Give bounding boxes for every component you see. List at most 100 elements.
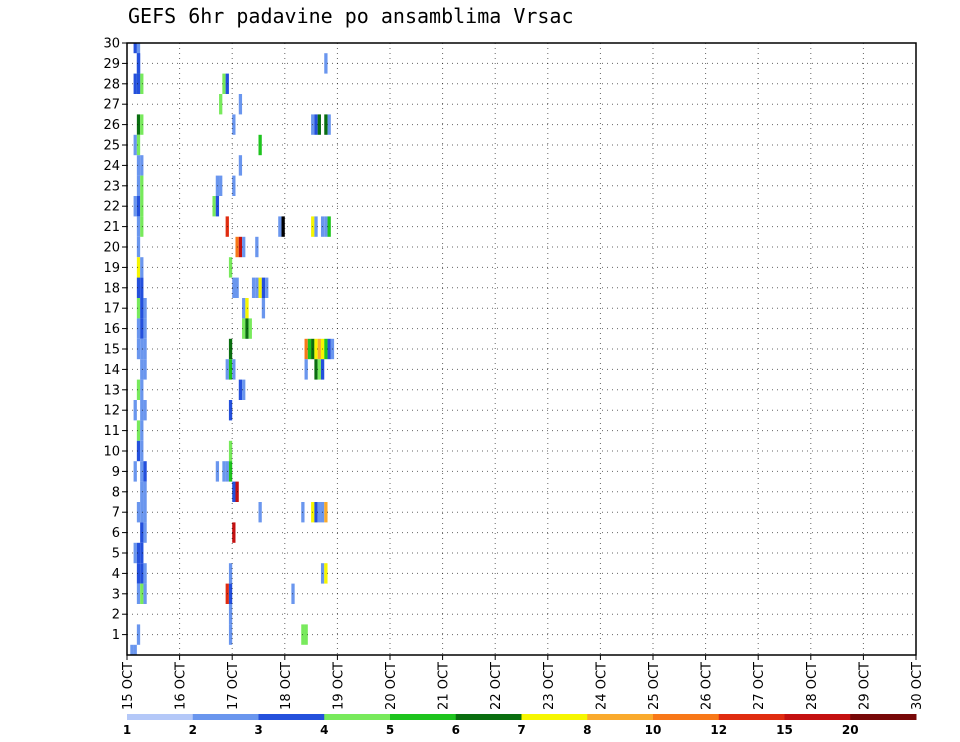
- heatmap-cell: [143, 502, 147, 523]
- colorbar-label: 10: [645, 723, 662, 737]
- heatmap-cell: [228, 359, 233, 380]
- heatmap-cell: [314, 114, 318, 135]
- heatmap-cell: [136, 277, 141, 298]
- heatmap-cell: [140, 461, 144, 482]
- heatmap-cell: [304, 624, 308, 645]
- heatmap-cell: [324, 502, 328, 523]
- heatmap-cell: [324, 53, 328, 74]
- x-tick-label: 18 OCT: [279, 662, 294, 710]
- x-tick-label: 25 OCT: [647, 662, 662, 710]
- heatmap-cell: [136, 236, 141, 258]
- heatmap-cell: [228, 257, 233, 278]
- heatmap-cell: [232, 114, 236, 135]
- heatmap-cell: [232, 277, 236, 298]
- colorbar-swatch: [850, 714, 917, 720]
- y-tick-label: 3: [112, 587, 120, 602]
- x-tick-label: 21 OCT: [437, 662, 452, 710]
- heatmap-cell: [317, 502, 321, 523]
- heatmap-cell: [140, 155, 144, 176]
- heatmap-cell: [242, 318, 246, 339]
- colorbar-label: 20: [842, 723, 859, 737]
- heatmap-cell: [136, 502, 141, 523]
- y-tick-label: 26: [103, 118, 120, 133]
- heatmap-cell: [140, 114, 144, 135]
- heatmap-cell: [136, 298, 141, 319]
- colorbar-swatch: [258, 714, 325, 720]
- heatmap-cell: [265, 277, 269, 298]
- heatmap-cell: [130, 644, 134, 655]
- colorbar-label: 6: [452, 723, 460, 737]
- y-tick-label: 2: [112, 608, 120, 623]
- colorbar-swatch: [192, 714, 259, 720]
- heatmap-cell: [140, 502, 144, 523]
- heatmap-cell: [327, 338, 331, 360]
- x-axis-ticks: 15 OCT 16 OCT 17 OCT 18 OCT 19 OCT 20 OCT 21 O…: [121, 655, 925, 710]
- heatmap-cell: [255, 236, 259, 258]
- heatmap-cell: [140, 400, 144, 421]
- y-tick-label: 20: [103, 241, 120, 256]
- y-tick-label: 8: [112, 485, 120, 500]
- heatmap-cell: [140, 73, 144, 94]
- heatmap-cell: [242, 379, 246, 400]
- colorbar-label: 12: [710, 723, 727, 737]
- y-tick-label: 12: [103, 404, 120, 419]
- heatmap-cell: [140, 583, 144, 604]
- colorbar-label: 15: [776, 723, 793, 737]
- heatmap-cell: [136, 175, 141, 196]
- heatmap-cell: [304, 338, 308, 360]
- y-tick-label: 16: [103, 322, 120, 337]
- heatmap-cell: [314, 359, 318, 380]
- x-tick-label: 16 OCT: [174, 662, 189, 710]
- heatmap-cell: [261, 298, 266, 319]
- heatmap-cell: [248, 318, 252, 339]
- y-tick-label: 6: [112, 526, 120, 541]
- heatmap-cell: [143, 298, 147, 319]
- y-tick-label: 1: [112, 628, 120, 643]
- y-tick-label: 19: [103, 261, 120, 276]
- heatmap-cell: [136, 155, 141, 176]
- heatmap-cell: [232, 175, 236, 196]
- heatmap-cell: [136, 216, 141, 237]
- y-tick-label: 28: [103, 77, 120, 92]
- y-tick-label: 18: [103, 281, 120, 296]
- heatmap-cell: [232, 522, 236, 543]
- colorbar-label: 8: [583, 723, 591, 737]
- colorbar-swatch: [521, 714, 588, 720]
- heatmap-cell: [324, 114, 328, 135]
- x-tick-label: 24 OCT: [594, 662, 609, 710]
- y-tick-label: 29: [103, 57, 120, 72]
- heatmap-cell: [317, 114, 321, 135]
- heatmap-cell: [136, 257, 141, 278]
- heatmap-cell: [228, 563, 233, 584]
- heatmap-cell: [133, 461, 137, 482]
- y-axis-ticks: 1234567891011121314151617181920212223242…: [103, 37, 127, 643]
- heatmap-cell: [133, 644, 137, 655]
- x-tick-label: 29 OCT: [857, 662, 872, 710]
- heatmap-cell: [327, 114, 331, 135]
- heatmap-cell: [140, 175, 144, 196]
- colorbar-swatch: [127, 714, 194, 720]
- colorbar-swatch: [455, 714, 522, 720]
- x-tick-label: 22 OCT: [489, 662, 504, 710]
- heatmap-cell: [136, 318, 141, 339]
- heatmap-cell: [143, 400, 147, 421]
- heatmap-cell: [228, 440, 233, 462]
- y-tick-label: 15: [103, 343, 120, 358]
- heatmap-cell: [140, 196, 144, 217]
- heatmap-cell: [278, 216, 282, 237]
- heatmap-cell: [136, 624, 141, 645]
- x-tick-label: 28 OCT: [805, 662, 820, 710]
- heatmap-cell: [133, 542, 137, 564]
- heatmap-cell: [133, 43, 137, 54]
- heatmap-cell: [327, 216, 331, 237]
- heatmap-cell: [143, 583, 147, 604]
- colorbar-swatch: [653, 714, 720, 720]
- heatmap-cell: [314, 338, 318, 360]
- heatmap-cell: [219, 175, 223, 196]
- y-tick-label: 23: [103, 179, 120, 194]
- heatmap-cell: [245, 318, 249, 339]
- heatmap-cell: [261, 277, 266, 298]
- colorbar-swatch: [718, 714, 785, 720]
- heatmap-cell: [140, 257, 144, 278]
- heatmap-cell: [228, 461, 233, 482]
